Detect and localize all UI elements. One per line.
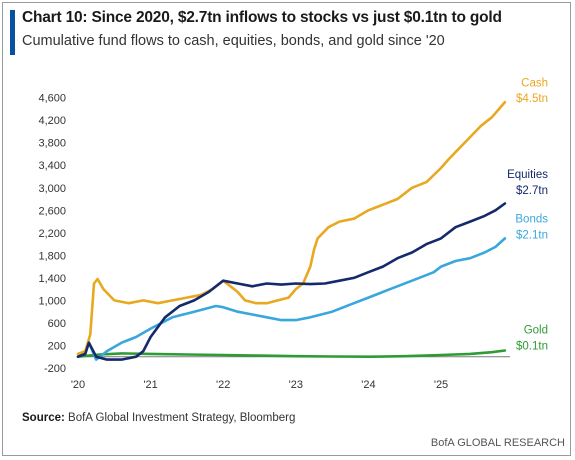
x-tick-label: '25 xyxy=(434,379,448,391)
chart-frame xyxy=(2,2,571,456)
series-line-gold xyxy=(76,349,507,358)
x-tick-label: '23 xyxy=(289,379,303,391)
series-value-equities: $2.7tn xyxy=(516,185,548,197)
chart-title: Chart 10: Since 2020, $2.7tn inflows to … xyxy=(22,9,502,26)
brand-footer: BofA GLOBAL RESEARCH xyxy=(430,437,565,449)
series-name-bonds: Bonds xyxy=(515,214,548,226)
x-tick-label: '22 xyxy=(216,379,230,391)
source-text: BofA Global Investment Strategy, Bloombe… xyxy=(64,412,296,424)
y-tick-label: 3,800 xyxy=(38,138,66,150)
y-tick-label: 1,800 xyxy=(38,250,66,262)
series-lines xyxy=(76,100,507,361)
y-tick-label: 4,600 xyxy=(38,93,66,105)
x-axis-ticks: '20 '21 '22 '23 '24 '25 xyxy=(71,379,448,391)
y-tick-label: -200 xyxy=(44,363,66,375)
y-tick-label: 3,000 xyxy=(38,183,66,195)
series-name-cash: Cash xyxy=(521,77,548,89)
y-axis-ticks: -200 200 600 1,000 1,400 1,800 2,200 2,600 3,000… xyxy=(38,93,66,375)
series-labels: Gold $0.1tn Bonds $2.1tn Cash $4.5tn Equities $… xyxy=(507,77,548,352)
series-name-gold: Gold xyxy=(524,325,548,337)
y-tick-label: 1,000 xyxy=(38,295,66,307)
x-tick-label: '20 xyxy=(71,379,85,391)
y-tick-label: 600 xyxy=(48,318,66,330)
x-tick-label: '21 xyxy=(143,379,157,391)
series-line-equities xyxy=(76,202,507,361)
series-value-cash: $4.5tn xyxy=(516,93,548,105)
y-tick-label: 4,200 xyxy=(38,115,66,127)
y-tick-label: 1,400 xyxy=(38,273,66,285)
chart-subtitle: Cumulative fund flows to cash, equities,… xyxy=(22,33,445,49)
series-value-bonds: $2.1tn xyxy=(516,229,548,241)
y-tick-label: 2,600 xyxy=(38,205,66,217)
source-label: Source: xyxy=(22,412,65,424)
title-accent-bar xyxy=(10,10,15,55)
series-line-bonds xyxy=(76,237,507,361)
series-name-equities: Equities xyxy=(507,169,548,181)
series-value-gold: $0.1tn xyxy=(516,340,548,352)
series-line-cash xyxy=(76,100,507,356)
y-tick-label: 200 xyxy=(48,340,66,352)
x-tick-label: '24 xyxy=(361,379,375,391)
y-tick-label: 2,200 xyxy=(38,228,66,240)
source-note: Source: BofA Global Investment Strategy,… xyxy=(22,412,295,424)
y-tick-label: 3,400 xyxy=(38,160,66,172)
